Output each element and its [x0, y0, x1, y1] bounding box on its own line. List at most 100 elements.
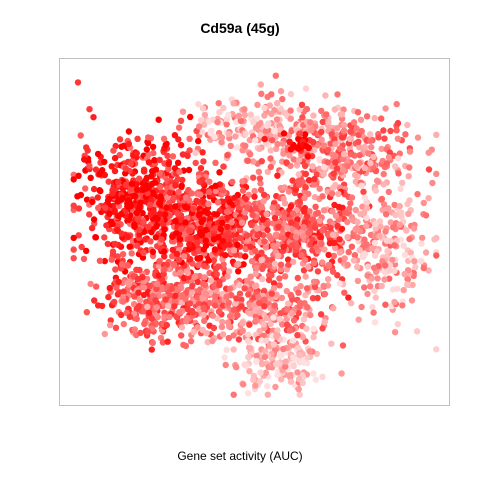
cell-point: [169, 153, 177, 160]
cell-point: [233, 295, 240, 302]
cell-point: [179, 108, 187, 115]
cell-point: [371, 114, 378, 122]
cell-point: [411, 258, 418, 265]
cell-point: [103, 222, 110, 229]
cell-point: [256, 145, 263, 153]
cell-point: [332, 159, 339, 166]
cell-point: [368, 144, 375, 151]
cell-point: [330, 252, 338, 260]
cell-point: [325, 118, 332, 126]
cell-point: [94, 194, 102, 201]
cell-point: [166, 291, 173, 299]
hotspot-point: [222, 252, 229, 259]
cell-point: [295, 171, 302, 178]
cell-point: [296, 156, 303, 164]
cell-point: [178, 324, 186, 331]
cell-point: [101, 234, 108, 241]
cell-point: [294, 369, 301, 376]
cell-point: [241, 214, 249, 221]
cell-point: [164, 152, 171, 159]
cell-point: [391, 201, 398, 209]
cell-point: [150, 209, 157, 217]
cell-point: [356, 152, 363, 159]
cell-point: [201, 274, 208, 281]
cell-point: [250, 174, 257, 181]
cell-point: [409, 281, 416, 289]
cell-point: [219, 331, 227, 338]
hotspot-point: [301, 131, 309, 138]
cell-point: [264, 383, 271, 390]
cell-point: [78, 243, 85, 251]
hotspot-point: [222, 232, 230, 239]
hotspot-point: [197, 254, 204, 261]
cell-point: [238, 303, 245, 310]
cell-point: [177, 117, 185, 125]
cell-point: [339, 342, 347, 349]
cell-point: [404, 276, 412, 283]
cell-point: [346, 205, 353, 212]
cell-point: [296, 198, 303, 205]
cell-point: [284, 224, 291, 232]
cell-point: [290, 362, 297, 370]
cell-point: [70, 246, 77, 253]
cell-point: [329, 184, 337, 192]
cell-point: [115, 278, 122, 286]
cell-point: [142, 236, 149, 243]
cell-point: [242, 142, 249, 149]
cell-point: [392, 211, 399, 219]
cell-point: [283, 159, 290, 166]
hotspot-point: [119, 194, 126, 202]
cell-point: [283, 321, 291, 328]
cell-point: [253, 317, 260, 324]
hotspot-point: [128, 180, 135, 187]
cell-point: [261, 104, 268, 112]
cell-point: [258, 158, 265, 165]
cell-point: [372, 294, 379, 301]
cell-point: [164, 338, 171, 345]
cell-point: [222, 361, 229, 369]
cell-point: [361, 143, 368, 150]
cell-point: [209, 312, 216, 319]
cell-point: [232, 300, 239, 307]
cell-point: [180, 231, 188, 238]
cell-point: [252, 382, 259, 389]
cell-point: [332, 140, 339, 147]
cell-point: [170, 194, 177, 202]
cell-point: [429, 179, 436, 187]
cell-point: [304, 213, 311, 220]
hotspot-point: [173, 250, 181, 258]
cell-point: [354, 109, 362, 116]
cell-point: [110, 147, 117, 154]
cell-point: [230, 100, 237, 107]
cell-point: [420, 199, 427, 207]
cell-point: [371, 287, 378, 295]
cell-point: [306, 348, 313, 355]
cell-point: [90, 185, 98, 193]
cell-point: [244, 204, 251, 211]
cell-point: [276, 315, 283, 323]
cell-point: [386, 267, 393, 274]
cell-point: [140, 308, 148, 315]
cell-point: [206, 178, 213, 185]
cell-point: [171, 165, 179, 172]
cell-point: [149, 248, 157, 256]
cell-point: [406, 235, 413, 243]
cell-point: [195, 101, 202, 108]
cell-point: [304, 304, 311, 311]
cell-point: [270, 242, 277, 249]
cell-point: [350, 257, 358, 264]
cell-point: [140, 284, 148, 291]
cell-point: [370, 153, 377, 161]
cell-point: [219, 318, 226, 326]
cell-point: [290, 317, 298, 324]
cell-point: [414, 190, 421, 198]
cell-point: [287, 115, 294, 122]
hotspot-point: [187, 235, 194, 242]
hotspot-point: [153, 223, 160, 230]
cell-point: [201, 317, 208, 324]
cell-point: [306, 208, 313, 215]
hotspot-point: [109, 190, 116, 197]
cell-point: [310, 370, 317, 377]
hotspot-point: [186, 241, 193, 248]
cell-point: [318, 136, 325, 143]
